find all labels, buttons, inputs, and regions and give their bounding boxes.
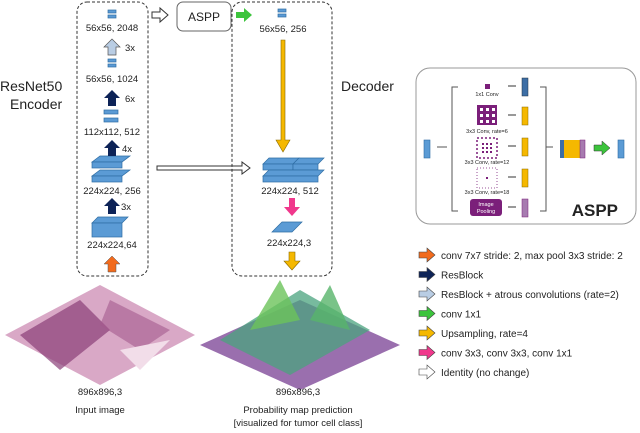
legend-label: Identity (no change) [441, 368, 529, 379]
aspp-block [176, 1, 232, 32]
repeat-3: 4x [122, 144, 132, 155]
encoder-label-5: 224x224,64 [87, 240, 137, 251]
repeat-2: 6x [125, 94, 135, 105]
atrous-resblock-arrow-icon [103, 38, 121, 56]
input-caption: Input image [75, 405, 125, 416]
decoder-box [231, 1, 333, 277]
legend: conv 7x7 stride: 2, max pool 3x3 stride:… [418, 247, 623, 380]
aspp-detail-title: ASPP [572, 201, 618, 220]
input-size: 896x896,3 [78, 387, 122, 398]
legend-arrow-icon [418, 306, 436, 321]
aspp-block-label: ASPP [188, 10, 220, 24]
encoder-box [76, 1, 149, 277]
encoder-label-1: 56x56, 2048 [86, 23, 138, 34]
probability-map [200, 280, 400, 390]
aspp-branch-4: 3x3 Conv, rate=18 [465, 190, 510, 196]
repeat-1: 3x [125, 43, 135, 54]
output-size: 896x896,3 [276, 387, 320, 398]
encoder-label-4: 224x224, 256 [83, 186, 141, 197]
legend-label: conv 1x1 [441, 310, 481, 321]
output-caption-1: Probability map prediction [243, 405, 352, 416]
decoder-label-1: 56x56, 256 [259, 24, 306, 35]
resblock-arrow-icon [104, 140, 120, 156]
decoder-label-2: 224x224, 512 [261, 186, 319, 197]
resblock-arrow-icon [104, 90, 120, 106]
decoder-blocks [262, 8, 325, 233]
encoder-blocks [90, 9, 132, 238]
resblock-arrow-icon [104, 198, 120, 214]
legend-arrow-icon [418, 286, 436, 302]
legend-label: conv 3x3, conv 3x3, conv 1x1 [441, 349, 573, 360]
legend-label: ResBlock + atrous convolutions (rate=2) [441, 290, 619, 301]
legend-label: ResBlock [441, 271, 484, 282]
encoder-title-1: ResNet50 [0, 78, 62, 94]
repeat-4: 3x [121, 202, 131, 213]
legend-label: Upsampling, rate=4 [441, 329, 528, 340]
legend-arrow-icon [418, 345, 436, 360]
aspp-detail-panel [415, 67, 637, 225]
aspp-branch-1: 1x1 Conv [475, 92, 498, 98]
skip-connection-arrow-icon [156, 161, 251, 175]
encoder-label-3: 112x112, 512 [84, 127, 140, 138]
legend-arrow-icon [418, 247, 436, 263]
aspp-branch-2: 3x3 Conv, rate=6 [466, 129, 508, 135]
upsampling-arrow-icon [275, 39, 291, 153]
decoder-label-3: 224x224,3 [267, 238, 311, 249]
image-pooling-1: Image [478, 202, 493, 208]
upsampling-arrow-icon [283, 251, 301, 271]
legend-arrow-icon [418, 364, 436, 380]
conv1x1-arrow-icon [236, 8, 252, 22]
conv7x7-arrow-icon [103, 255, 121, 273]
conv3x3-arrow-icon [284, 198, 300, 216]
image-pooling-2: Pooling [477, 209, 495, 215]
aspp-branch-3: 3x3 Conv, rate=12 [465, 160, 510, 166]
encoder-label-2: 56x56, 1024 [86, 74, 138, 85]
identity-arrow-icon [151, 7, 169, 23]
encoder-title-2: Encoder [10, 96, 62, 112]
decoder-title: Decoder [341, 78, 394, 94]
output-caption-2: [visualized for tumor cell class] [234, 418, 363, 429]
legend-arrow-icon [418, 325, 436, 341]
legend-arrow-icon [418, 267, 436, 282]
legend-label: conv 7x7 stride: 2, max pool 3x3 stride:… [441, 251, 623, 262]
input-image [5, 285, 195, 385]
